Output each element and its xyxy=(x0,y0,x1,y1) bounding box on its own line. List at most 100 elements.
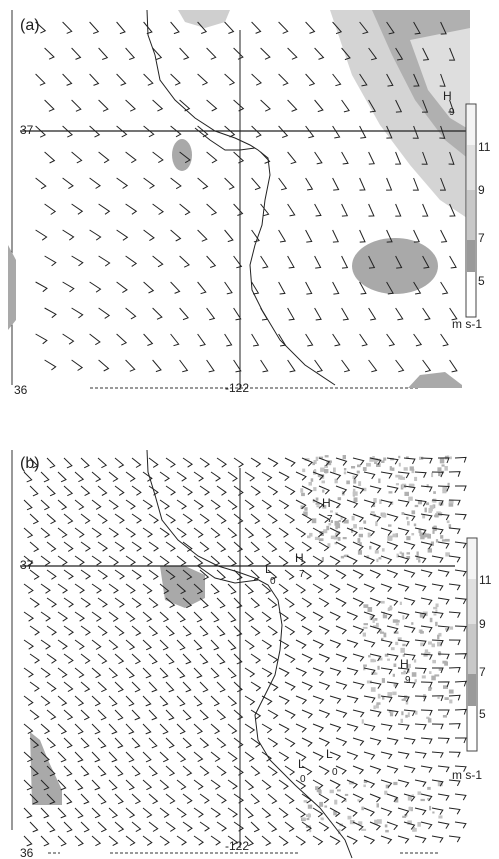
shade-speckle xyxy=(440,535,444,539)
wind-barb xyxy=(197,229,208,242)
wind-barb xyxy=(182,793,193,804)
shade-speckle xyxy=(306,818,310,821)
wind-barb xyxy=(335,513,347,523)
shade-speckle xyxy=(387,658,390,661)
wind-barb xyxy=(116,333,128,346)
wind-barb xyxy=(448,583,461,591)
shade-speckle xyxy=(399,551,402,555)
shade-speckle xyxy=(435,609,438,613)
shade-speckle xyxy=(437,651,442,654)
wind-barb xyxy=(227,807,238,818)
wind-barb xyxy=(108,527,119,538)
shade-speckle xyxy=(412,828,417,832)
shade-speckle xyxy=(402,815,407,818)
shade-speckle xyxy=(381,460,385,463)
wind-barb xyxy=(369,485,382,494)
shade-speckle xyxy=(399,601,402,605)
wind-barb xyxy=(233,821,244,832)
wind-barb xyxy=(114,513,125,524)
wind-barb xyxy=(380,835,393,845)
wind-barb xyxy=(210,751,221,762)
wind-barb xyxy=(363,583,376,593)
wind-barb xyxy=(278,499,290,510)
shade-speckle xyxy=(318,456,324,459)
wind-barb xyxy=(420,681,433,688)
wind-barb xyxy=(261,667,273,678)
wind-barb xyxy=(244,779,255,791)
shade-speckle xyxy=(373,503,376,507)
shade-speckle xyxy=(314,536,320,540)
wind-barb xyxy=(176,555,187,566)
wind-barb xyxy=(267,513,278,524)
wind-barb xyxy=(369,513,382,522)
wind-barb xyxy=(74,471,85,483)
wind-barb xyxy=(165,457,176,468)
wind-barb xyxy=(284,541,295,552)
shade-speckle xyxy=(435,621,438,627)
wind-barb xyxy=(233,47,244,60)
wind-barb xyxy=(142,779,153,791)
shade-speckle xyxy=(348,781,354,785)
shade-speckle xyxy=(398,455,401,459)
wind-barb xyxy=(165,569,176,580)
shade-speckle xyxy=(390,647,395,651)
shade-speckle xyxy=(406,516,409,520)
wind-barb xyxy=(131,513,142,524)
wind-barb xyxy=(312,527,324,538)
wind-barb xyxy=(448,751,461,758)
wind-barb xyxy=(98,99,109,112)
shade-speckle xyxy=(421,532,427,538)
wind-barb xyxy=(40,723,51,735)
shade-speckle xyxy=(431,500,434,503)
wind-barb xyxy=(57,695,68,707)
wind-barb xyxy=(57,583,68,594)
wind-barb xyxy=(80,821,90,833)
wind-barb xyxy=(29,821,39,833)
wind-barb xyxy=(159,751,169,763)
wind-barb xyxy=(23,695,34,706)
wind-barb xyxy=(301,793,313,804)
wind-barb xyxy=(159,527,170,538)
shade-speckle xyxy=(433,613,437,616)
shade-speckle xyxy=(356,470,360,474)
wind-barb xyxy=(318,765,330,775)
wind-barb xyxy=(176,499,187,510)
wind-barb xyxy=(284,457,296,467)
wind-barb xyxy=(143,21,153,35)
wind-barb xyxy=(380,779,393,788)
shade-speckle xyxy=(334,478,338,484)
wind-barb xyxy=(199,765,210,776)
shade-speckle xyxy=(346,480,350,485)
wind-barb xyxy=(420,653,433,660)
wind-barb xyxy=(332,281,340,295)
wind-barb xyxy=(414,667,427,674)
shade-speckle xyxy=(384,790,388,795)
shade-speckle xyxy=(353,524,357,529)
shade-speckle xyxy=(413,659,417,663)
wind-barb xyxy=(420,485,433,493)
shade-speckle xyxy=(418,529,422,534)
wind-barb xyxy=(199,569,210,581)
wind-barb xyxy=(97,653,108,665)
wind-barb xyxy=(40,527,51,539)
wind-barb xyxy=(352,653,365,662)
wind-barb xyxy=(346,499,359,509)
wind-barb xyxy=(368,307,377,321)
wind-barb xyxy=(414,499,427,507)
wind-barb xyxy=(295,527,307,538)
shade-speckle xyxy=(375,521,378,527)
shade-speckle xyxy=(419,613,425,618)
panel-a-colorbar-tick-11: 11 xyxy=(478,140,491,154)
wind-barb xyxy=(179,47,190,60)
shade-speckle xyxy=(402,654,405,657)
shade-speckle xyxy=(425,533,430,538)
shade-speckle xyxy=(411,672,417,677)
panel-b-colorbar-tick-5: 5 xyxy=(479,707,486,721)
shade-speckle xyxy=(387,692,392,697)
wind-barb xyxy=(40,695,51,706)
shade-speckle xyxy=(401,672,406,675)
wind-barb xyxy=(199,625,209,637)
wind-barb xyxy=(142,471,153,482)
shade-speckle xyxy=(383,457,387,461)
wind-barb xyxy=(278,667,290,677)
